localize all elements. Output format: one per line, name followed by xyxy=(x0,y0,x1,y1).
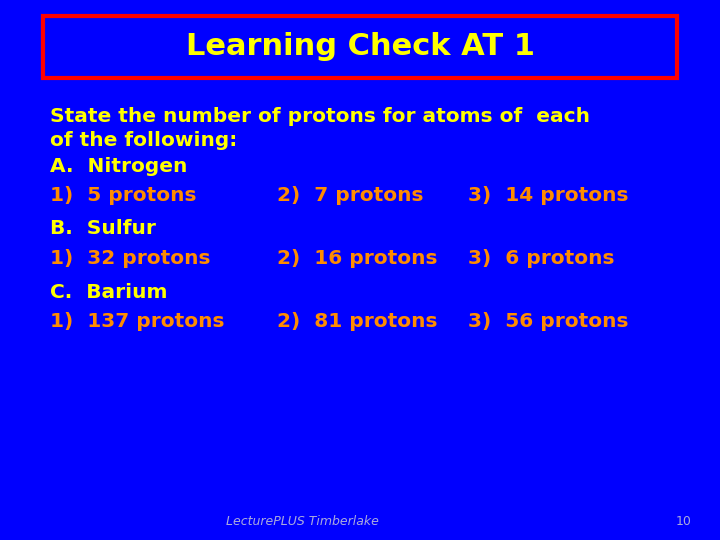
Text: State the number of protons for atoms of  each: State the number of protons for atoms of… xyxy=(50,106,590,126)
Text: 1)  5 protons: 1) 5 protons xyxy=(50,186,197,205)
Bar xyxy=(43,16,677,78)
Text: Learning Check AT 1: Learning Check AT 1 xyxy=(186,32,534,62)
Text: LecturePLUS Timberlake: LecturePLUS Timberlake xyxy=(226,515,379,528)
Text: 1)  137 protons: 1) 137 protons xyxy=(50,312,225,332)
Text: 1)  32 protons: 1) 32 protons xyxy=(50,248,211,268)
Text: 2)  16 protons: 2) 16 protons xyxy=(277,248,438,268)
Text: of the following:: of the following: xyxy=(50,131,238,150)
Text: B.  Sulfur: B. Sulfur xyxy=(50,219,156,239)
Text: 10: 10 xyxy=(676,515,692,528)
Text: A.  Nitrogen: A. Nitrogen xyxy=(50,157,188,176)
Text: 2)  81 protons: 2) 81 protons xyxy=(277,312,438,332)
Text: C.  Barium: C. Barium xyxy=(50,283,168,302)
Text: 2)  7 protons: 2) 7 protons xyxy=(277,186,423,205)
Text: 3)  6 protons: 3) 6 protons xyxy=(468,248,614,268)
Text: 3)  14 protons: 3) 14 protons xyxy=(468,186,629,205)
Text: 3)  56 protons: 3) 56 protons xyxy=(468,312,629,332)
